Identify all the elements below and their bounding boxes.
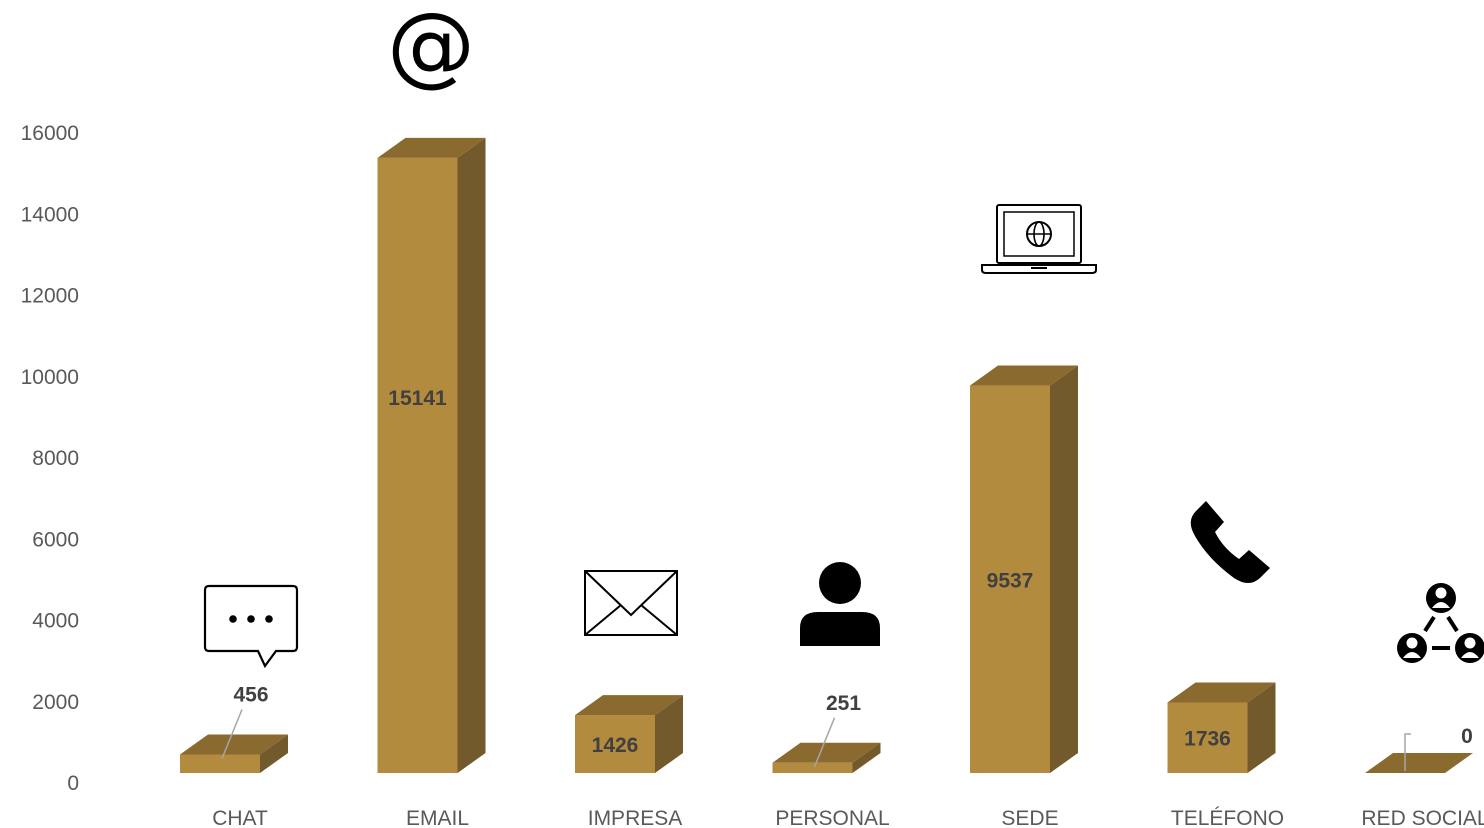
bar-top-face [1365,753,1473,773]
data-label: 0 [1461,725,1473,748]
bar-side-face [1247,682,1276,773]
x-tick-label: PERSONAL [775,807,889,828]
y-tick-label: 2000 [32,691,79,714]
x-tick-label: RED SOCIAL [1361,807,1484,828]
x-tick-label: SEDE [1001,807,1058,828]
svg-text:@: @ [387,0,475,96]
bar-top-face [772,742,881,763]
bar-front-face [575,715,655,773]
bar-front-face [772,762,853,773]
y-tick-label: 4000 [32,610,79,633]
y-tick-label: 14000 [21,203,79,226]
bar-top-face [575,695,683,716]
bar-side-face [260,734,288,773]
bar [772,742,881,773]
data-label: 9537 [987,569,1034,592]
chat-bubble-icon [203,584,299,669]
leader-line [813,717,836,768]
bar-front-face [377,157,458,774]
y-tick-label: 12000 [21,285,79,308]
bar-top-face [1167,682,1276,703]
y-tick-label: 6000 [32,528,79,551]
laptop-globe-icon [981,204,1097,274]
data-label: 456 [233,683,268,706]
bar-front-face [180,754,260,773]
bar [970,365,1078,773]
y-tick-label: 0 [67,772,79,795]
bar [180,734,288,773]
envelope-icon [584,570,678,636]
leader-line [221,709,243,759]
leader-line [1404,733,1411,771]
bar [575,695,683,773]
bar-top-face [377,137,486,158]
bar-side-face [852,742,881,773]
at-sign-icon: @ [387,0,475,96]
data-label: 1736 [1184,728,1231,751]
phone-icon [1190,501,1270,583]
bar-side-face [655,695,683,773]
data-label: 15141 [388,387,447,410]
y-tick-label: 16000 [21,122,79,145]
bar-front-face [970,385,1050,773]
person-icon [800,562,880,646]
y-tick-label: 8000 [32,447,79,470]
x-tick-label: EMAIL [406,807,469,828]
bar [377,137,486,774]
bar-top-face [970,365,1078,386]
bar-front-face [1167,702,1248,773]
x-tick-label: IMPRESA [588,807,683,828]
data-label: 1426 [592,734,639,757]
bar [1167,682,1276,773]
x-tick-label: TELÉFONO [1171,807,1284,828]
data-label: 251 [826,692,861,715]
bar [1365,753,1473,773]
x-tick-label: CHAT [212,807,268,828]
social-network-icon [1397,583,1484,663]
bar-top-face [180,734,288,755]
bar-side-face [1050,365,1078,773]
bar-side-face [457,137,486,774]
y-tick-label: 10000 [21,366,79,389]
